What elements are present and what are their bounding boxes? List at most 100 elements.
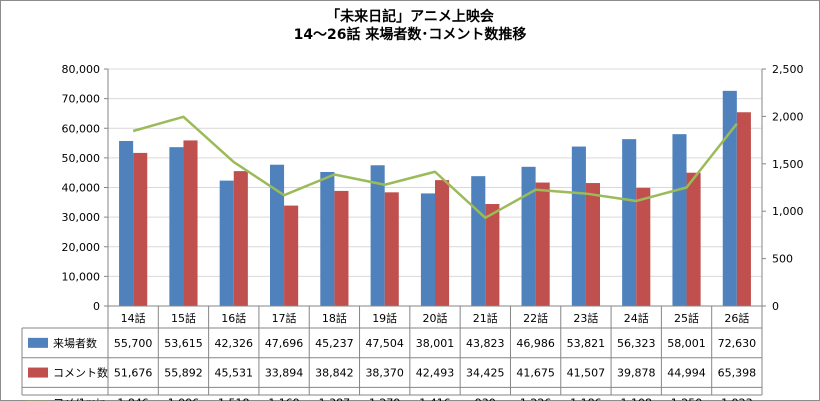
table-cell: 38,842: [315, 367, 354, 380]
legend-swatch: [28, 337, 48, 348]
table-cell: 55,700: [114, 337, 153, 350]
x-tick-label: 14話: [121, 311, 146, 325]
table-cell: 45,531: [215, 367, 254, 380]
y-tick-label: 50,000: [62, 152, 101, 165]
y2-tick-label: 1,500: [772, 158, 804, 171]
x-tick-label: 18話: [322, 311, 347, 325]
table-cell: 47,504: [365, 337, 404, 350]
table-cell: 1,250: [671, 396, 703, 401]
table-cell: 46,986: [516, 337, 555, 350]
table-cell: 53,821: [567, 337, 606, 350]
bar-1: [219, 180, 234, 306]
bar-2: [636, 187, 651, 306]
bar-1: [672, 134, 687, 306]
bar-2: [485, 204, 500, 306]
table-cell: 1,996: [168, 396, 200, 401]
bar-1: [420, 193, 435, 306]
bar-2: [686, 172, 701, 306]
table-cell: 1,279: [369, 396, 401, 401]
bar-2: [183, 140, 198, 306]
y2-tick-label: 2,500: [772, 63, 804, 76]
table-cell: 55,892: [164, 367, 203, 380]
bar-1: [722, 90, 737, 307]
x-tick-label: 26話: [724, 311, 749, 325]
table-cell: 1,108: [620, 396, 652, 401]
bar-1: [471, 176, 486, 306]
bar-1: [169, 147, 184, 306]
bar-2: [435, 180, 450, 306]
y-tick-label: 10,000: [62, 270, 101, 283]
bar-1: [622, 139, 637, 306]
chart-subtitle: 14～26話 来場者数･コメント数推移: [293, 27, 527, 43]
table-cell: 72,630: [718, 337, 757, 350]
table-cell: 1,226: [520, 396, 552, 401]
table-cell: 44,994: [667, 367, 706, 380]
table-cell: 47,696: [265, 337, 304, 350]
table-cell: 39,878: [617, 367, 656, 380]
table-cell: 45,237: [315, 337, 354, 350]
bar-1: [571, 146, 586, 306]
bar-1: [521, 166, 536, 306]
bar-1: [269, 164, 285, 306]
x-tick-label: 19話: [372, 311, 397, 325]
y2-tick-label: 0: [772, 300, 779, 313]
y-tick-label: 60,000: [62, 122, 101, 135]
legend-swatch: [28, 367, 48, 378]
table-cell: 58,001: [667, 337, 706, 350]
x-tick-label: 22話: [523, 311, 548, 325]
legend-label: コメ/1min: [53, 396, 106, 401]
bar-2: [133, 152, 148, 306]
table-cell: 1,416: [419, 396, 451, 401]
table-cell: 65,398: [718, 367, 757, 380]
legend-label: 来場者数: [53, 337, 97, 350]
table-cell: 38,001: [416, 337, 455, 350]
x-tick-label: 21話: [473, 311, 498, 325]
table-cell: 41,507: [567, 367, 606, 380]
table-cell: 56,323: [617, 337, 656, 350]
x-tick-label: 23話: [573, 311, 598, 325]
x-tick-label: 17話: [272, 311, 297, 325]
chart-title-block: 「未来日記」アニメ上映会 14～26話 来場者数･コメント数推移: [0, 8, 820, 44]
table-cell: 41,675: [516, 367, 555, 380]
bar-2: [535, 182, 550, 306]
line-series: [132, 115, 738, 220]
bar-1: [370, 165, 385, 306]
bar-1: [119, 140, 134, 306]
table-cell: 51,676: [114, 367, 153, 380]
y2-tick-label: 1,000: [772, 205, 804, 218]
table-cell: 1,923: [721, 396, 753, 401]
table-cell: 53,615: [164, 337, 203, 350]
x-tick-label: 25話: [674, 311, 699, 325]
x-tick-label: 16話: [221, 311, 246, 325]
y2-tick-label: 500: [772, 253, 793, 266]
y-tick-label: 0: [93, 300, 100, 313]
y-tick-label: 40,000: [62, 182, 101, 195]
table-cell: 33,894: [265, 367, 304, 380]
bar-2: [585, 183, 601, 306]
y2-tick-label: 2,000: [772, 110, 804, 123]
x-tick-label: 15話: [171, 311, 196, 325]
table-cell: 38,370: [365, 367, 404, 380]
table-cell: 1,186: [570, 396, 602, 401]
table-cell: 930: [475, 396, 496, 401]
chart-title: 「未来日記」アニメ上映会: [326, 9, 494, 25]
table-cell: 42,493: [416, 367, 455, 380]
table-cell: 1,846: [117, 396, 149, 401]
table-cell: 42,326: [215, 337, 254, 350]
bar-2: [233, 171, 248, 306]
legend-label: コメント数: [53, 367, 108, 380]
table-cell: 1,518: [218, 396, 250, 401]
x-tick-label: 24話: [624, 311, 649, 325]
y-tick-label: 70,000: [62, 93, 101, 106]
bar-2: [736, 112, 751, 306]
bar-1: [320, 171, 335, 306]
bar-2: [334, 190, 349, 306]
table-cell: 1,387: [319, 396, 351, 401]
table-cell: 34,425: [466, 367, 505, 380]
bar-2: [284, 205, 299, 306]
x-tick-label: 20話: [423, 311, 448, 325]
table-cell: 43,823: [466, 337, 505, 350]
table-cell: 1,169: [268, 396, 300, 401]
y-tick-label: 30,000: [62, 211, 101, 224]
